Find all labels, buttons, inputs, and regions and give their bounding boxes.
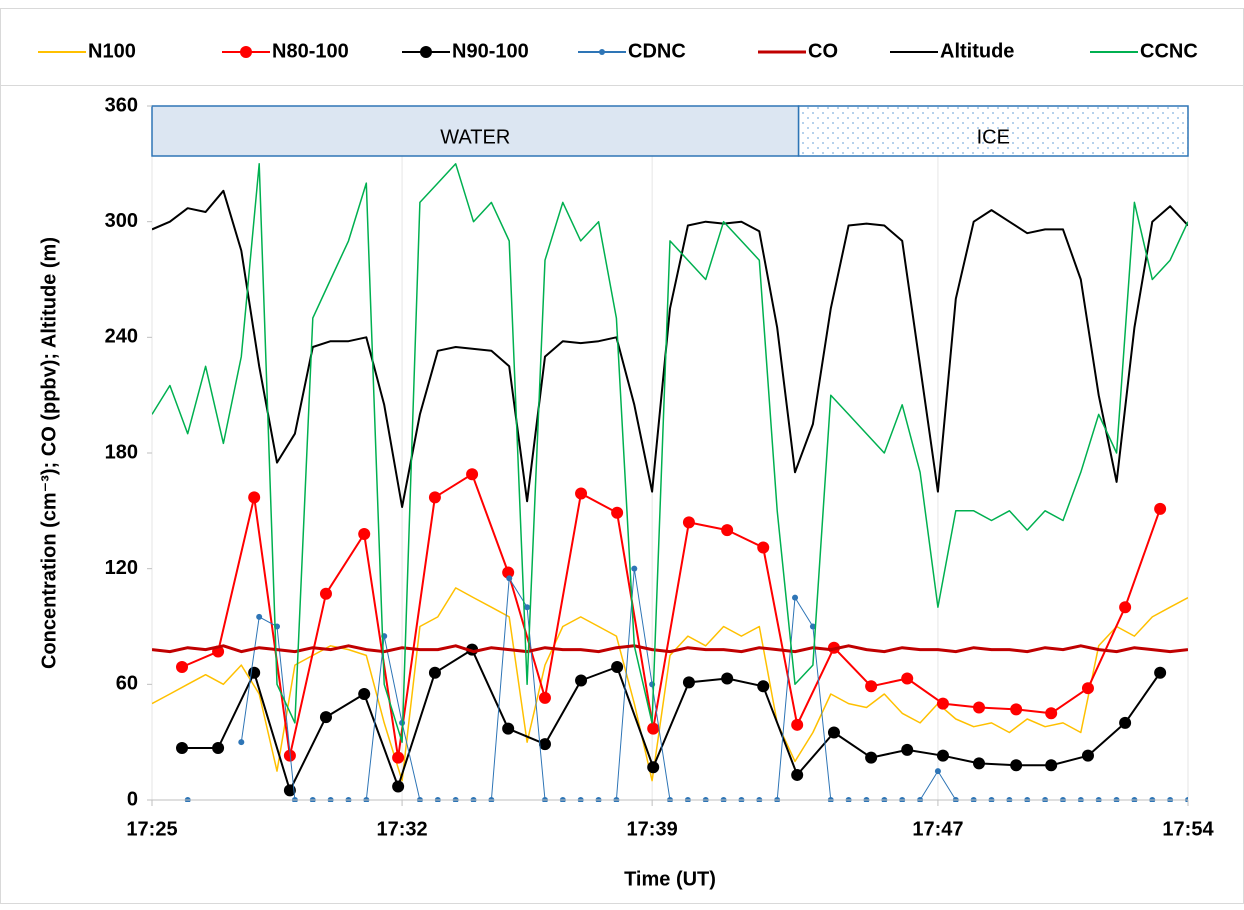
series-marker xyxy=(682,676,695,689)
series-marker xyxy=(1081,682,1094,695)
series-marker xyxy=(1154,502,1167,515)
legend-label: N100 xyxy=(88,40,136,62)
series-marker xyxy=(682,516,695,529)
series-marker xyxy=(238,739,245,746)
series-marker xyxy=(538,738,551,751)
legend-marker xyxy=(599,49,605,55)
series-marker xyxy=(428,666,441,679)
series-marker xyxy=(936,697,949,710)
series-marker xyxy=(809,623,816,630)
series-marker xyxy=(575,674,588,687)
series-marker xyxy=(901,743,914,756)
series-marker xyxy=(631,565,638,572)
phase-label: WATER xyxy=(440,126,510,148)
series-marker xyxy=(865,680,878,693)
y-tick-label: 120 xyxy=(105,557,138,579)
series-marker xyxy=(1119,716,1132,729)
series-marker xyxy=(1081,749,1094,762)
series-marker xyxy=(1154,666,1167,679)
series-marker xyxy=(791,718,804,731)
series-marker xyxy=(611,506,624,519)
frame xyxy=(0,8,1244,904)
series-marker xyxy=(1045,707,1058,720)
series-marker xyxy=(934,768,941,775)
series-line xyxy=(152,163,1188,743)
series-marker xyxy=(524,604,531,611)
series-marker xyxy=(538,691,551,704)
series-marker xyxy=(1010,759,1023,772)
x-tick-label: 17:54 xyxy=(1162,818,1214,840)
series-marker xyxy=(502,722,515,735)
series-marker xyxy=(392,751,405,764)
series-marker xyxy=(319,587,332,600)
legend: N100 N80-100 N90-100 CDNC CO Altitude CCNC xyxy=(38,40,1198,62)
series-marker xyxy=(827,726,840,739)
legend-label: CCNC xyxy=(1140,40,1198,62)
series-marker xyxy=(721,672,734,685)
series-marker xyxy=(611,660,624,673)
legend-label: Altitude xyxy=(940,40,1014,62)
y-axis-title: Concentration (cm⁻³); CO (ppbv); Altitud… xyxy=(38,237,60,669)
series-marker xyxy=(319,711,332,724)
series-marker xyxy=(721,524,734,537)
y-tick-label: 180 xyxy=(105,441,138,463)
y-tick-label: 0 xyxy=(127,788,138,810)
phase-label: ICE xyxy=(977,126,1010,148)
series-marker xyxy=(757,541,770,554)
series-marker xyxy=(358,687,371,700)
legend-label: N80-100 xyxy=(272,40,349,62)
y-tick-label: 360 xyxy=(105,94,138,116)
legend-marker xyxy=(240,46,252,58)
series-marker xyxy=(358,527,371,540)
series-marker xyxy=(973,757,986,770)
x-tick-label: 17:32 xyxy=(376,818,427,840)
series-marker xyxy=(791,768,804,781)
series-marker xyxy=(1045,759,1058,772)
x-tick-label: 17:39 xyxy=(627,818,678,840)
axes: 0 60 120 180 240 300 360 17:25 17:32 17:39 17:47 17… xyxy=(105,94,1215,840)
x-axis-title: Time (UT) xyxy=(624,868,716,890)
y-tick-label: 240 xyxy=(105,326,138,348)
x-tick-label: 17:47 xyxy=(912,818,963,840)
series-marker xyxy=(176,741,189,754)
series-marker xyxy=(212,741,225,754)
series-marker xyxy=(1119,601,1132,614)
series-marker xyxy=(757,680,770,693)
series-marker xyxy=(792,594,799,601)
series-marker xyxy=(575,487,588,500)
series-line xyxy=(152,644,1188,654)
series-marker xyxy=(466,468,479,481)
series-marker xyxy=(428,491,441,504)
series-marker xyxy=(936,749,949,762)
y-tick-label: 60 xyxy=(116,673,138,695)
series-line xyxy=(152,189,1188,508)
series-marker xyxy=(1010,703,1023,716)
legend-label: CO xyxy=(808,40,838,62)
series-marker xyxy=(506,575,513,582)
series-marker xyxy=(248,666,261,679)
series-marker xyxy=(973,701,986,714)
x-tick-label: 17:25 xyxy=(126,818,177,840)
series-marker xyxy=(901,672,914,685)
phases: WATER ICE xyxy=(151,105,1189,157)
series-marker xyxy=(256,613,263,620)
series-marker xyxy=(647,761,660,774)
y-tick-label: 300 xyxy=(105,210,138,232)
series-line xyxy=(181,473,1162,759)
series-line xyxy=(182,648,1161,792)
series-marker xyxy=(392,780,405,793)
series-marker xyxy=(176,660,189,673)
series-marker xyxy=(248,491,261,504)
series-marker xyxy=(502,566,515,579)
legend-marker xyxy=(420,46,432,58)
legend-label: CDNC xyxy=(628,40,686,62)
series-marker xyxy=(647,722,660,735)
series-marker xyxy=(865,751,878,764)
phase-band xyxy=(797,105,1189,157)
series-marker xyxy=(283,784,296,797)
legend-label: N90-100 xyxy=(452,40,529,62)
